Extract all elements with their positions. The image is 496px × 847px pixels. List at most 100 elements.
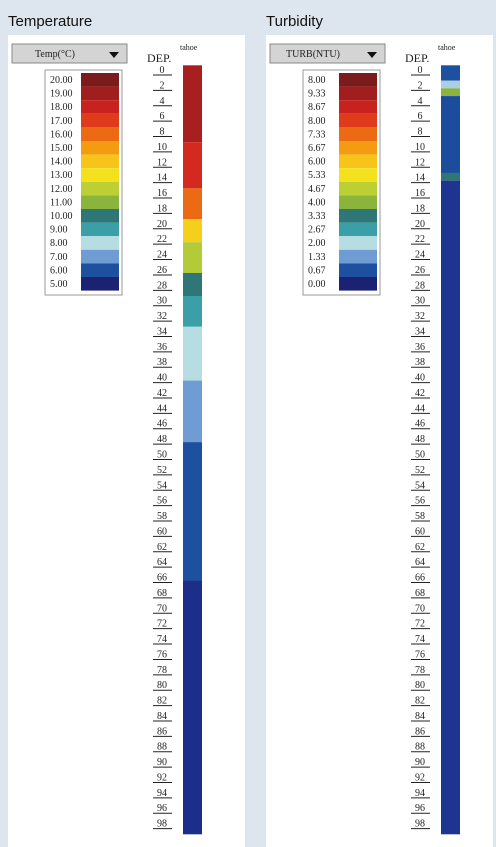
legend-label: 5.33 (308, 170, 326, 181)
legend-swatch (81, 114, 119, 128)
legend-label: 4.67 (308, 184, 326, 195)
profile-segment (441, 81, 460, 89)
depth-label: 86 (157, 726, 167, 737)
depth-label: 58 (157, 511, 167, 522)
page: {"panels": [ {"title": "Temperature", "d… (0, 0, 496, 847)
legend-swatch (339, 127, 377, 141)
profile-segment (183, 273, 202, 296)
depth-label: 0 (160, 65, 165, 76)
legend-swatch (339, 195, 377, 209)
legend-label: 8.00 (50, 238, 68, 249)
depth-label: 56 (157, 496, 167, 507)
depth-label: 70 (415, 603, 425, 614)
depth-label: 8 (418, 127, 423, 138)
depth-label: 84 (157, 711, 167, 722)
depth-label: 40 (157, 373, 167, 384)
legend-label: 14.00 (50, 157, 73, 168)
depth-label: 30 (157, 296, 167, 307)
depth-label: 80 (157, 680, 167, 691)
depth-label: 74 (157, 634, 167, 645)
legend-swatch (81, 73, 119, 87)
depth-label: 88 (157, 742, 167, 753)
legend-swatch (81, 127, 119, 141)
depth-label: 86 (415, 726, 425, 737)
depth-label: 94 (157, 788, 167, 799)
legend-swatch (81, 250, 119, 264)
depth-label: 98 (157, 819, 167, 830)
depth-label: 20 (157, 219, 167, 230)
legend-label: 10.00 (50, 211, 73, 222)
legend-swatch (81, 182, 119, 196)
depth-label: 60 (415, 526, 425, 537)
depth-label: 6 (418, 111, 423, 122)
depth-label: 32 (157, 311, 167, 322)
depth-header: DEP. (405, 51, 429, 65)
depth-label: 94 (415, 788, 425, 799)
depth-label: 52 (415, 465, 425, 476)
depth-label: 34 (415, 326, 425, 337)
legend-swatch (339, 263, 377, 277)
panel-title: Temperature (8, 13, 92, 30)
depth-label: 90 (157, 757, 167, 768)
depth-label: 88 (415, 742, 425, 753)
depth-header: DEP. (147, 51, 171, 65)
depth-label: 92 (415, 772, 425, 783)
depth-label: 68 (157, 588, 167, 599)
legend-swatch (81, 195, 119, 209)
depth-label: 40 (415, 373, 425, 384)
legend-label: 2.00 (308, 238, 326, 249)
panel-background (8, 35, 245, 847)
depth-label: 54 (415, 480, 425, 491)
depth-label: 92 (157, 772, 167, 783)
depth-label: 8 (160, 127, 165, 138)
legend-swatch (339, 155, 377, 169)
depth-label: 34 (157, 326, 167, 337)
depth-label: 12 (157, 157, 167, 168)
legend-label: 4.00 (308, 197, 326, 208)
depth-label: 58 (415, 511, 425, 522)
depth-label: 24 (157, 250, 167, 261)
depth-label: 54 (157, 480, 167, 491)
depth-label: 90 (415, 757, 425, 768)
legend-label: 8.67 (308, 102, 326, 113)
depth-label: 6 (160, 111, 165, 122)
depth-label: 84 (415, 711, 425, 722)
legend-label: 5.00 (50, 279, 68, 290)
depth-label: 82 (157, 696, 167, 707)
legend-swatch (339, 168, 377, 182)
depth-label: 28 (157, 280, 167, 291)
depth-label: 62 (415, 542, 425, 553)
legend-label: 6.67 (308, 143, 326, 154)
legend-swatch (339, 87, 377, 101)
depth-label: 96 (415, 803, 425, 814)
depth-label: 96 (157, 803, 167, 814)
legend-label: 16.00 (50, 129, 73, 140)
depth-label: 16 (415, 188, 425, 199)
profile-segment (183, 296, 202, 327)
legend-swatch (339, 223, 377, 237)
depth-label: 60 (157, 526, 167, 537)
legend-swatch (339, 277, 377, 291)
depth-label: 78 (157, 665, 167, 676)
depth-label: 68 (415, 588, 425, 599)
station-label: tahoe (180, 43, 198, 52)
depth-label: 24 (415, 250, 425, 261)
legend-swatch (81, 155, 119, 169)
depth-label: 78 (415, 665, 425, 676)
depth-label: 64 (415, 557, 425, 568)
depth-label: 16 (157, 188, 167, 199)
legend-label: 15.00 (50, 143, 73, 154)
depth-label: 22 (157, 234, 167, 245)
panel: TemperatureTemp(°C)20.0019.0018.0017.001… (8, 13, 245, 847)
depth-label: 62 (157, 542, 167, 553)
depth-label: 38 (157, 357, 167, 368)
depth-label: 44 (415, 403, 425, 414)
legend-label: 8.00 (308, 116, 326, 127)
legend-swatch (81, 100, 119, 114)
legend-label: 8.00 (308, 75, 326, 86)
legend-label: 12.00 (50, 184, 73, 195)
profile-segment (183, 327, 202, 381)
depth-label: 12 (415, 157, 425, 168)
legend-label: 7.33 (308, 129, 326, 140)
legend-swatch (81, 209, 119, 223)
